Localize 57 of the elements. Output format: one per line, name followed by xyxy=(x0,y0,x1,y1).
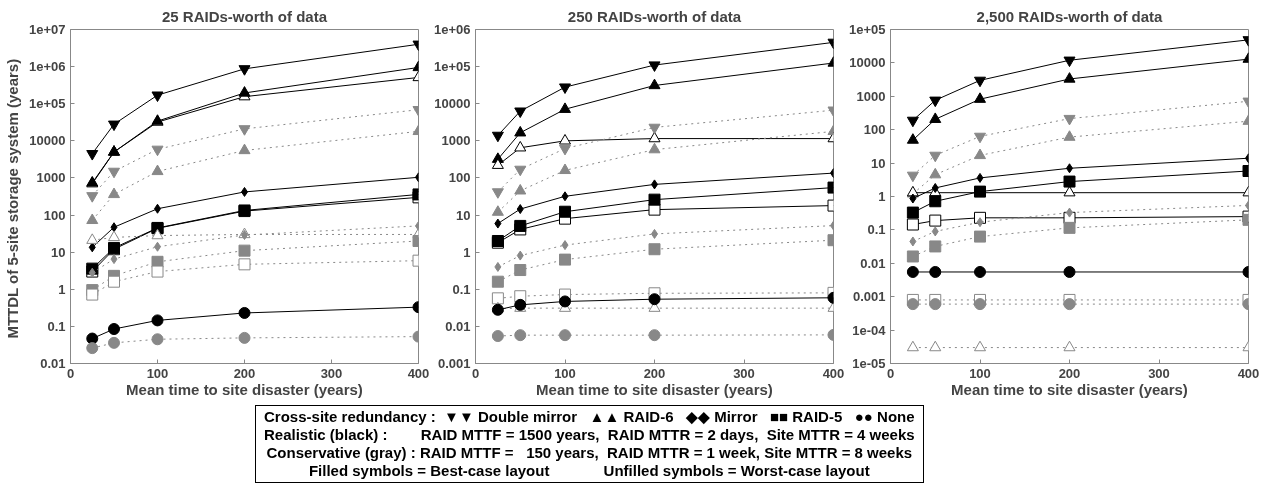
y-tick-label: 1000 xyxy=(856,88,886,104)
y-tick-label: 1 xyxy=(463,244,471,260)
chart-title: 2,500 RAIDs-worth of data xyxy=(976,7,1164,25)
y-tick-label: 1e+06 xyxy=(28,59,66,75)
y-tick-label: 0.01 xyxy=(445,318,471,334)
y-tick-label: 0.1 xyxy=(867,222,886,238)
y-tick-label: 10000 xyxy=(29,133,66,149)
x-tick-label: 200 xyxy=(233,365,256,381)
y-tick-label: 100 xyxy=(448,170,471,186)
x-tick-label: 400 xyxy=(1237,365,1260,381)
y-tick-label: 0.1 xyxy=(47,318,66,334)
y-axis-title: MTTDL of 5-site storage system (years) xyxy=(3,58,21,339)
x-tick-label: 200 xyxy=(1058,365,1081,381)
y-tick-label: 100 xyxy=(863,122,886,138)
x-axis-title: Mean time to site disaster (years) xyxy=(536,380,773,398)
y-tick-label: 0.01 xyxy=(40,356,66,371)
x-tick-label: 300 xyxy=(1148,365,1170,381)
y-tick-label: 10000 xyxy=(434,96,471,112)
y-tick-label: 1e+06 xyxy=(433,22,471,37)
x-tick-label: 0 xyxy=(471,365,480,381)
y-tick-label: 0.1 xyxy=(452,281,471,297)
x-tick-label: 100 xyxy=(969,365,991,381)
y-tick-label: 1000 xyxy=(441,133,471,149)
x-tick-label: 0 xyxy=(886,365,895,381)
y-tick-label: 1 xyxy=(878,189,886,204)
x-tick-label: 300 xyxy=(320,365,343,381)
y-tick-label: 1e+07 xyxy=(28,22,66,37)
y-tick-label: 1 xyxy=(58,281,66,297)
y-tick-label: 1e-04 xyxy=(852,322,887,338)
y-tick-label: 1000 xyxy=(36,170,66,186)
y-tick-label: 0.01 xyxy=(860,255,886,271)
y-tick-label: 10 xyxy=(51,244,66,260)
x-tick-label: 400 xyxy=(822,365,845,381)
x-tick-label: 100 xyxy=(554,365,576,381)
text: Conservative (gray) : RAID MTTF = 150 years, RAID MTTR = 1 week, Site MTTR = 8 weeks xyxy=(265,444,914,462)
y-tick-label: 1e+05 xyxy=(28,96,66,112)
x-tick-label: 100 xyxy=(146,365,169,381)
y-tick-label: 0.001 xyxy=(437,356,471,371)
y-tick-label: 0.001 xyxy=(852,289,886,305)
y-tick-label: 10 xyxy=(871,155,886,171)
y-tick-label: 10 xyxy=(456,207,471,223)
x-axis-title: Mean time to site disaster (years) xyxy=(126,380,363,398)
x-tick-label: 0 xyxy=(66,365,75,381)
y-tick-label: 1e+05 xyxy=(848,22,886,37)
x-axis-title: Mean time to site disaster (years) xyxy=(951,380,1188,398)
x-tick-label: 200 xyxy=(643,365,666,381)
x-tick-label: 400 xyxy=(407,365,430,381)
y-tick-label: 1e-05 xyxy=(852,356,886,371)
text: Cross-site redundancy : ▼▼ Double mirror ▲▲ RAID-6 ◆◆ Mirror ■■ RAID-5 ●● None xyxy=(264,408,915,426)
chart-title: 25 RAIDs-worth of data xyxy=(161,7,328,25)
text: Realistic (black) : RAID MTTF = 1500 years, RAID MTTR = 2 days, Site MTTR = 4 weeks xyxy=(264,426,915,444)
x-tick-label: 300 xyxy=(733,365,755,381)
text: Filled symbols = Best-case layout Unfilled symbols = Worst-case layout xyxy=(307,462,871,480)
y-tick-label: 100 xyxy=(43,207,66,223)
y-tick-label: 10000 xyxy=(849,55,886,71)
y-tick-label: 1e+05 xyxy=(433,59,471,75)
chart-title: 250 RAIDs-worth of data xyxy=(567,7,742,25)
